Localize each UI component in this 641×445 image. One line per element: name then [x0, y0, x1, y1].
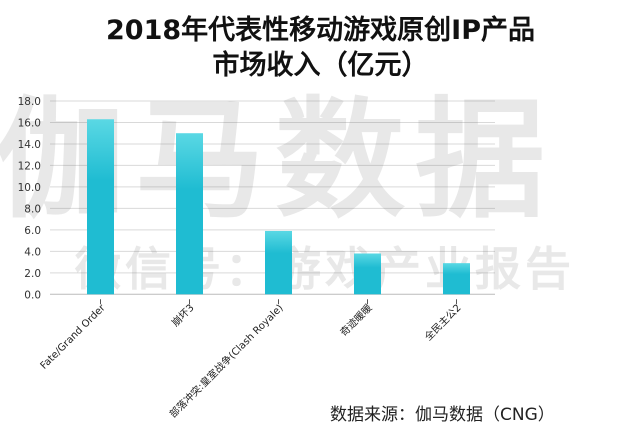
bar	[176, 133, 203, 295]
watermark-sub: 微信号：游戏产业报告	[74, 242, 575, 296]
y-tick-label: 4.0	[24, 246, 41, 258]
x-tick-label: 崩坏3	[169, 301, 197, 329]
x-tick-label: 全民主公2	[422, 301, 464, 343]
y-tick-label: 10.0	[18, 182, 41, 194]
y-tick-label: 16.0	[18, 117, 41, 129]
bar	[265, 230, 292, 295]
y-tick-label: 6.0	[24, 225, 41, 237]
y-tick-label: 12.0	[18, 160, 41, 172]
y-tick-label: 18.0	[18, 96, 41, 108]
y-tick-label: 0.0	[24, 289, 41, 301]
chart-title-line-1: 2018年代表性移动游戏原创IP产品	[106, 15, 535, 46]
chart-title-line-2: 市场收入（亿元）	[212, 50, 429, 81]
bar	[443, 263, 470, 295]
y-tick-label: 8.0	[24, 203, 41, 215]
y-tick-label: 2.0	[24, 268, 41, 280]
watermark-main: 伽马数据	[0, 84, 555, 236]
data-source: 数据来源：伽马数据（CNG）	[330, 405, 555, 425]
bar	[87, 119, 114, 295]
y-tick-label: 14.0	[18, 139, 41, 151]
bar	[354, 253, 381, 295]
x-tick-label: Fate/Grand Order	[39, 302, 109, 372]
x-tick-label: 奇迹暖暖	[337, 301, 374, 338]
